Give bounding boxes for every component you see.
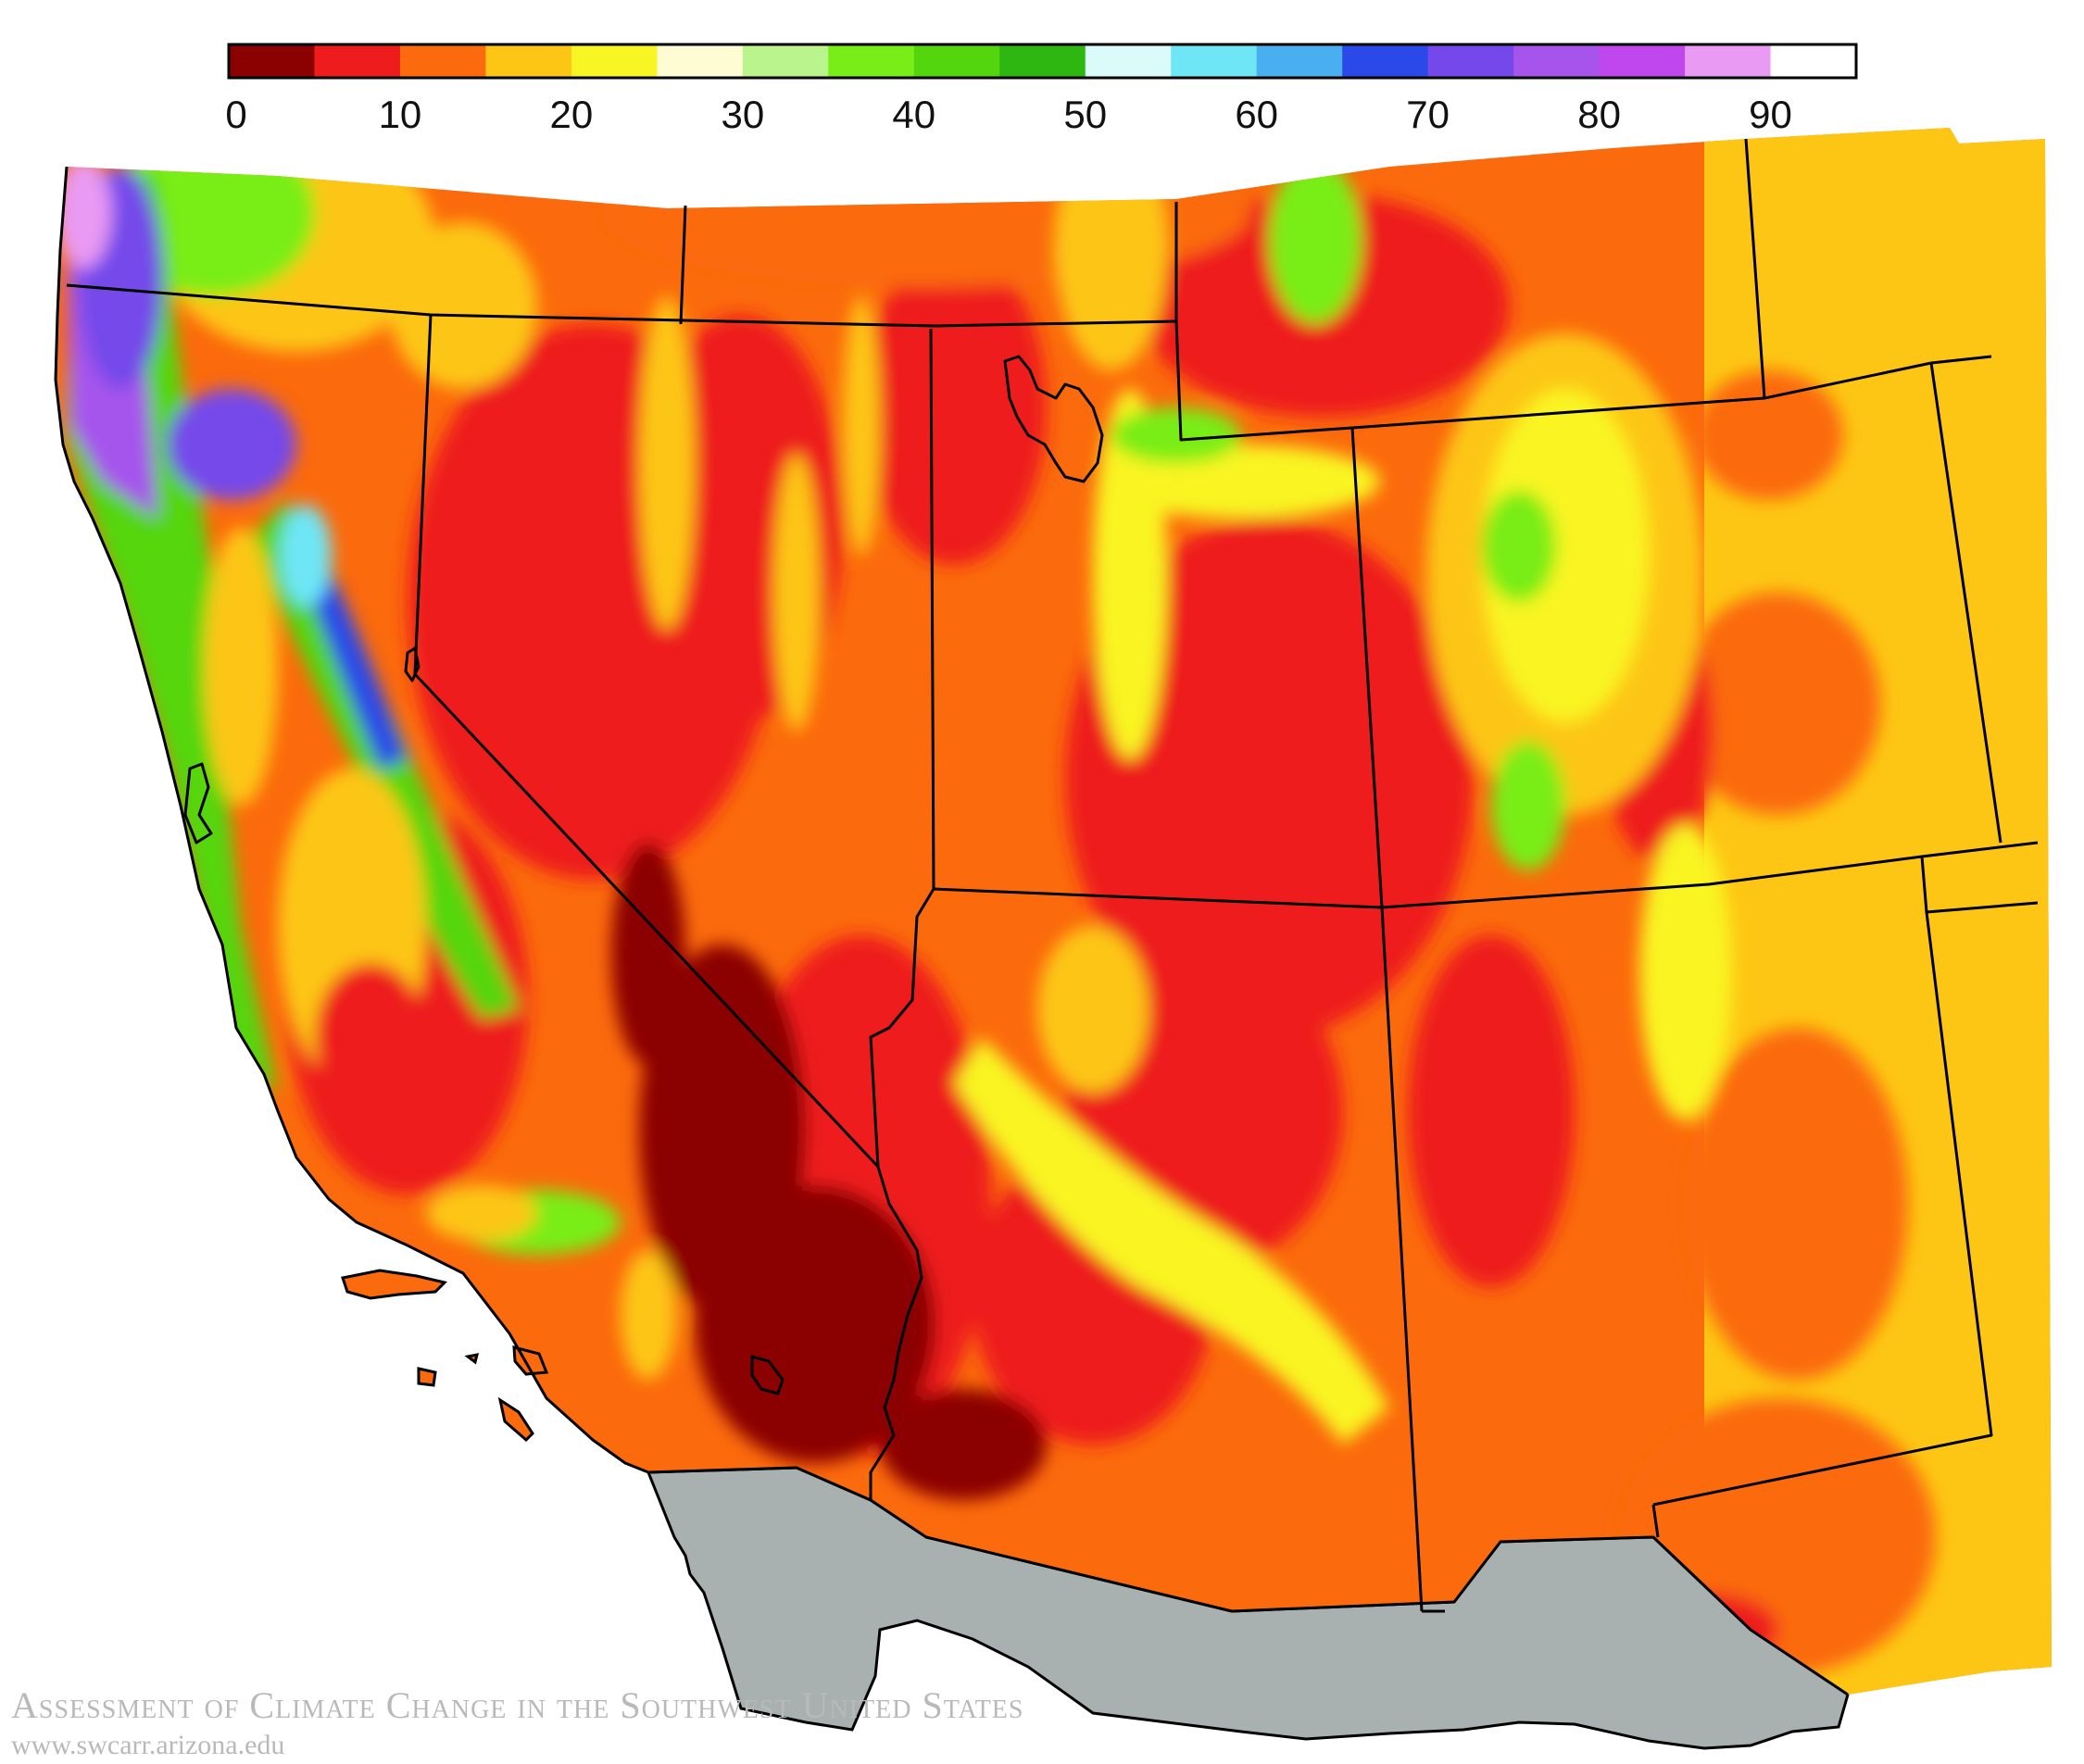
- colorbar-bin-20-25: [571, 44, 658, 78]
- san-francisco-bay: [183, 762, 213, 844]
- colorbar-bin-5-10: [314, 44, 401, 78]
- colorbar-bin-55-60: [1171, 44, 1258, 78]
- state-borders: [54, 138, 2039, 1696]
- land-precipitation: [56, 128, 2052, 1695]
- colorbar-bin-60-65: [1256, 44, 1343, 78]
- colorbar-tick-90: 90: [1749, 93, 1792, 136]
- colorbar-tick-80: 80: [1577, 93, 1621, 136]
- colorbar-bin-85-90: [1685, 44, 1772, 78]
- colorbar-tick-30: 30: [721, 93, 764, 136]
- colorbar-tick-50: 50: [1063, 93, 1107, 136]
- colorbar-tick-10: 10: [379, 93, 422, 136]
- colorbar-bin-45-50: [999, 44, 1086, 78]
- colorbar-bin-75-80: [1513, 44, 1601, 78]
- colorbar-tick-labels: 0 10 20 30 40 50 60 70 80 90: [225, 93, 1792, 136]
- colorbar-bin-80-85: [1599, 44, 1686, 78]
- colorbar-bin-10-15: [399, 44, 486, 78]
- colorbar-bin-70-75: [1427, 44, 1514, 78]
- colorbar-bin-90-95: [1770, 44, 1857, 78]
- colorbar-tick-70: 70: [1406, 93, 1450, 136]
- colorbar-bin-15-20: [485, 44, 572, 78]
- colorbar-legend: 0 10 20 30 40 50 60 70 80 90: [225, 43, 1858, 136]
- colorbar-tick-60: 60: [1235, 93, 1278, 136]
- colorbar-tick-40: 40: [892, 93, 935, 136]
- colorbar-tick-0: 0: [225, 93, 246, 136]
- credit-url: www.swcarr.arizona.edu: [11, 1730, 285, 1760]
- colorbar-tick-20: 20: [550, 93, 594, 136]
- colorbar-bins: [229, 44, 1857, 78]
- credit-title: Assessment of Climate Change in the Sout…: [11, 1684, 1024, 1726]
- us-mexico-border: [647, 1466, 1849, 1696]
- colorbar-bin-40-45: [913, 44, 1000, 78]
- colorbar-bin-25-30: [657, 44, 744, 78]
- colorbar-bin-65-70: [1342, 44, 1429, 78]
- colorbar-bin-30-35: [742, 44, 829, 78]
- colorbar-bin-0-5: [229, 44, 315, 78]
- channel-islands: [341, 1269, 549, 1443]
- colorbar-bin-50-55: [1085, 44, 1172, 78]
- colorbar-frame: [227, 43, 1858, 80]
- lake-tahoe: [404, 646, 421, 682]
- salton-sea: [750, 1355, 785, 1395]
- pacific-coastline: [54, 166, 649, 1474]
- great-salt-lake: [1003, 355, 1104, 483]
- colorbar-bin-35-40: [828, 44, 915, 78]
